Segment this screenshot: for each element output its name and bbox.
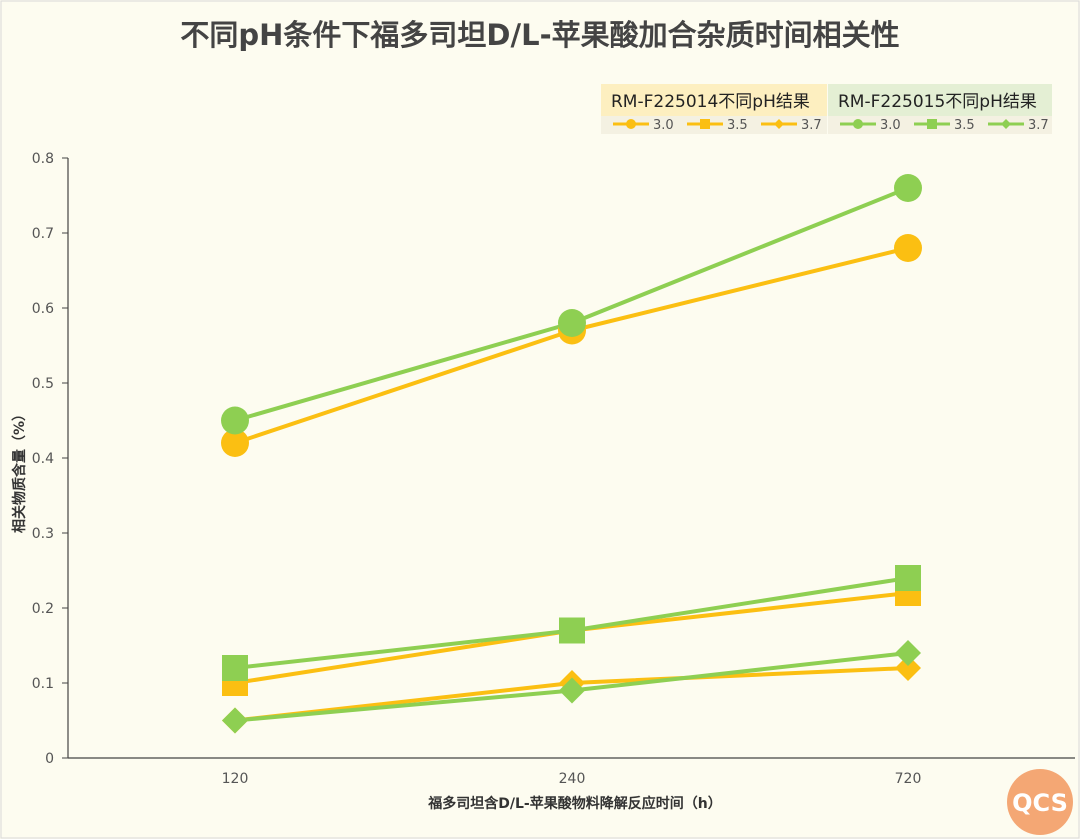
- data-point: [221, 406, 249, 435]
- data-point: [894, 174, 922, 202]
- y-tick-label: 0.3: [32, 526, 54, 542]
- legend-group-title: RM-F225014不同pH结果: [611, 92, 810, 112]
- y-tick-label: 0.6: [32, 301, 54, 317]
- legend-swatch-marker: [774, 119, 784, 129]
- legend-item-label: 3.0: [653, 118, 674, 133]
- legend-group-header-bg: [828, 84, 1052, 116]
- y-tick-label: 0.1: [32, 676, 54, 692]
- series-markers: [221, 174, 922, 734]
- legend-item-label: 3.0: [880, 118, 901, 133]
- chart-title: 不同pH条件下福多司坦D/L-苹果酸加合杂质时间相关性: [180, 18, 899, 52]
- legend-swatch-marker: [700, 119, 710, 129]
- x-tick-label: 120: [222, 771, 249, 787]
- x-axis-label: 福多司坦含D/L-苹果酸物料降解反应时间（h）: [427, 795, 721, 812]
- y-tick-label: 0.8: [32, 151, 54, 167]
- y-tick-label: 0.4: [32, 451, 54, 467]
- legend-swatch-marker: [626, 119, 636, 129]
- legend-swatch-marker: [853, 119, 863, 129]
- data-point: [222, 655, 248, 681]
- data-point: [558, 309, 586, 337]
- y-tick-label: 0.7: [32, 226, 54, 242]
- legend-swatch-marker: [927, 119, 937, 129]
- legend-swatch-marker: [1001, 119, 1011, 129]
- data-point: [559, 677, 585, 704]
- data-point: [895, 640, 921, 666]
- legend-item-label: 3.7: [801, 118, 822, 133]
- qcs-badge-circle: [1007, 769, 1073, 835]
- legend-item-label: 3.5: [727, 118, 748, 133]
- data-point: [221, 429, 249, 457]
- legend: RM-F225014不同pH结果 3.0 3.5 3.7 RM-F225015不同pH结…: [601, 84, 1052, 134]
- data-point: [559, 617, 585, 644]
- y-tick-label: 0.2: [32, 601, 54, 617]
- qcs-badge-text: QCS: [1012, 789, 1068, 817]
- legend-item-label: 3.7: [1028, 118, 1049, 133]
- legend-item-label: 3.5: [954, 118, 975, 133]
- y-tick-label: 0: [45, 751, 54, 767]
- qcs-badge: QCS: [1007, 769, 1073, 835]
- data-point: [895, 655, 921, 681]
- data-point: [222, 707, 248, 734]
- axes: 0 0.1 0.2 0.3 0.4 0.5 0.6 0.7 0.8 120 240 720: [32, 151, 1075, 787]
- data-point: [894, 234, 922, 262]
- x-tick-label: 240: [559, 771, 586, 787]
- data-point: [895, 565, 921, 591]
- y-axis-label: 相关物质含量（%）: [11, 407, 28, 533]
- y-tick-label: 0.5: [32, 376, 54, 392]
- x-tick-label: 720: [895, 771, 922, 787]
- legend-group-title: RM-F225015不同pH结果: [838, 92, 1037, 112]
- legend-group-header-bg: [601, 84, 827, 116]
